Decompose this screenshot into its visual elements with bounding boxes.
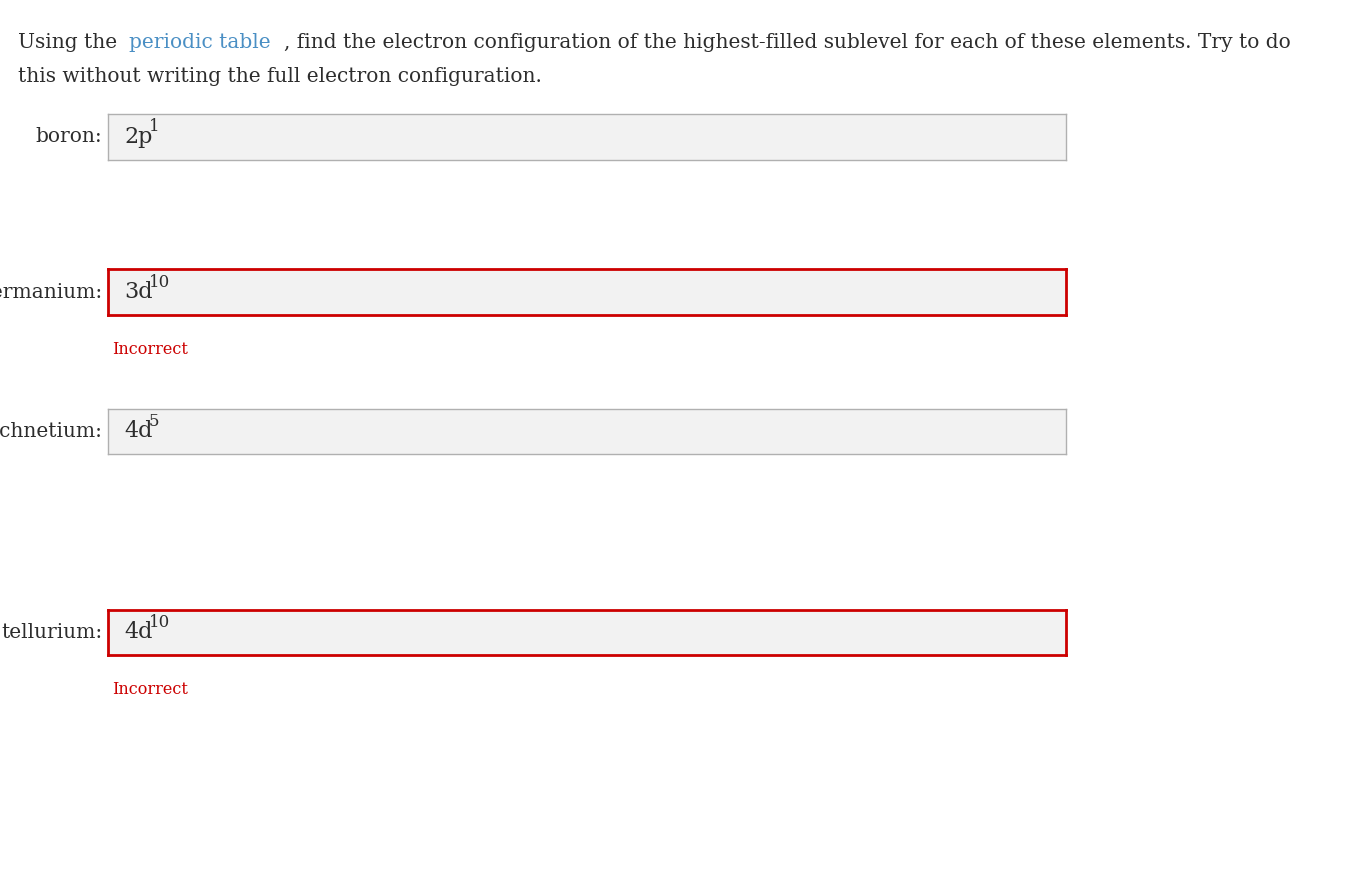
Text: technetium:: technetium: [0,422,103,441]
Text: , find the electron configuration of the highest-filled sublevel for each of the: , find the electron configuration of the… [283,33,1290,53]
Text: periodic table: periodic table [129,33,269,53]
Text: this without writing the full electron configuration.: this without writing the full electron c… [18,67,542,86]
Text: 4d: 4d [124,621,153,644]
Text: 1: 1 [149,118,160,135]
Text: 10: 10 [149,274,170,290]
Text: 2p: 2p [124,125,153,148]
Text: germanium:: germanium: [0,282,103,302]
Text: boron:: boron: [36,127,103,146]
Text: Using the: Using the [18,33,123,53]
Text: tellurium:: tellurium: [1,623,103,642]
Text: Incorrect: Incorrect [112,681,187,698]
Text: Incorrect: Incorrect [112,341,187,358]
Text: 5: 5 [149,413,160,430]
Text: 3d: 3d [124,281,153,303]
Text: 10: 10 [149,614,170,631]
Text: 4d: 4d [124,420,153,443]
